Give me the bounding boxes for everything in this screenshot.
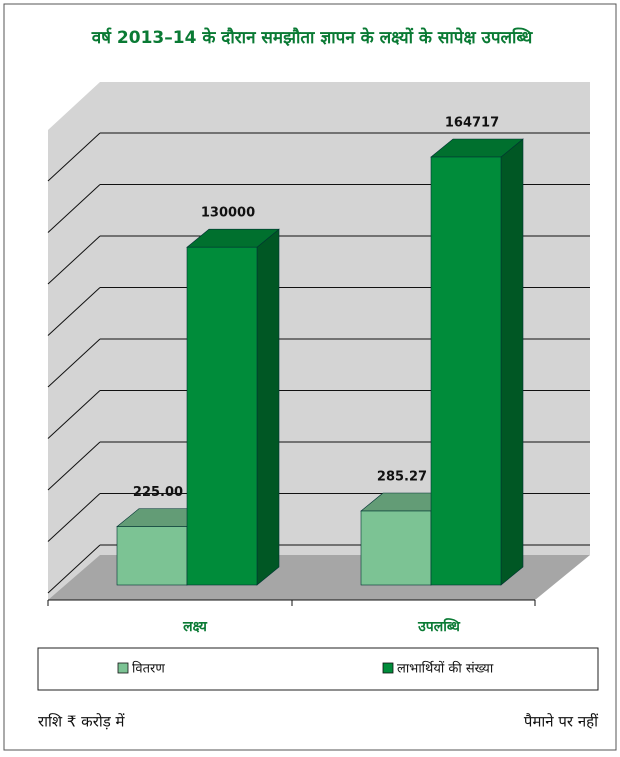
legend-swatch bbox=[117, 662, 129, 674]
grid-line bbox=[47, 544, 101, 594]
grid-line bbox=[47, 287, 101, 336]
data-label: 285.27 bbox=[377, 470, 427, 485]
note: राशि ₹ करोड़ में bbox=[38, 713, 126, 731]
x-tick-label: उपलब्धि bbox=[417, 618, 461, 635]
bar bbox=[430, 138, 524, 586]
bar-front bbox=[186, 246, 258, 586]
legend-label: लाभार्थियों की संख्या bbox=[397, 661, 494, 677]
bar-front bbox=[116, 526, 188, 586]
grid-line bbox=[47, 441, 101, 491]
x-tick-label: लक्ष्य bbox=[182, 619, 208, 635]
legend-label: वितरण bbox=[132, 661, 165, 677]
bar bbox=[186, 228, 280, 586]
data-label: 130000 bbox=[201, 206, 255, 221]
data-label: 225.00 bbox=[133, 485, 183, 500]
bar-front bbox=[360, 510, 432, 586]
bar-front bbox=[430, 156, 502, 586]
grid-line bbox=[47, 493, 101, 542]
grid-line bbox=[47, 132, 101, 182]
bar-side bbox=[500, 138, 524, 586]
grid-line bbox=[47, 338, 101, 388]
grid-line bbox=[47, 235, 101, 285]
grid-line bbox=[47, 184, 101, 233]
chart-title: वर्ष 2013–14 के दौरान समझौता ज्ञापन के ल… bbox=[91, 27, 534, 48]
frame bbox=[3, 3, 617, 751]
legend-swatch bbox=[382, 662, 394, 674]
note: पैमाने पर नहीं bbox=[524, 713, 599, 731]
grid-line bbox=[47, 390, 101, 439]
data-label: 164717 bbox=[445, 116, 499, 131]
bar-side bbox=[256, 228, 280, 586]
legend bbox=[37, 647, 599, 691]
